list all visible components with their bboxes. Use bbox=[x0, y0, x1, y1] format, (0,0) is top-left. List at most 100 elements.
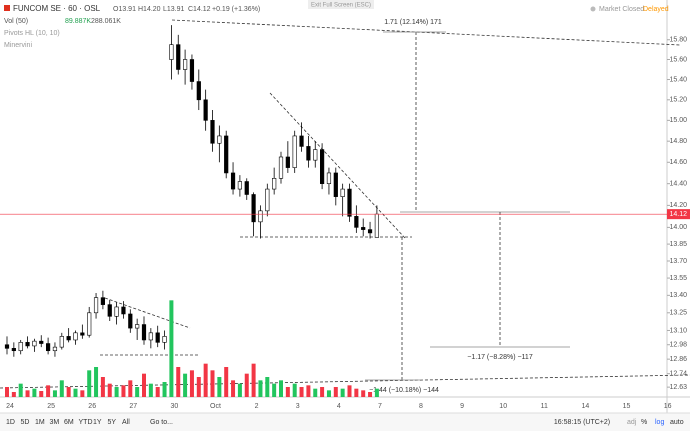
candle-body bbox=[128, 313, 133, 329]
volume-bar bbox=[135, 387, 140, 397]
volume-bar bbox=[313, 388, 318, 397]
x-tick-label: 24 bbox=[6, 403, 14, 410]
change-label: +0.19 (+1.36%) bbox=[212, 6, 260, 13]
range-button[interactable]: 3M bbox=[50, 419, 60, 426]
exit-button[interactable] bbox=[308, 0, 374, 9]
y-tick-label: 15.60 bbox=[669, 56, 687, 63]
volume-bar bbox=[155, 387, 160, 397]
adj-button[interactable]: adj bbox=[627, 419, 637, 426]
volume-bar bbox=[251, 363, 256, 397]
candle-body bbox=[183, 59, 188, 70]
range-button[interactable]: 5D bbox=[21, 419, 30, 426]
status-dot bbox=[590, 6, 596, 12]
y-tick-label: 14.60 bbox=[669, 159, 687, 166]
candle-body bbox=[25, 342, 30, 347]
indicator-label: Minervini bbox=[4, 42, 32, 49]
candle-body bbox=[100, 297, 105, 305]
candle-body bbox=[210, 120, 215, 144]
x-tick-label: 2 bbox=[255, 403, 259, 410]
volume-bar bbox=[231, 380, 236, 397]
y-tick-label: 12.98 bbox=[669, 342, 687, 349]
scale-button[interactable]: % bbox=[641, 419, 647, 426]
volume-bar bbox=[272, 383, 277, 397]
candle-body bbox=[299, 135, 304, 147]
candle-body bbox=[354, 216, 359, 228]
y-tick-label: 13.85 bbox=[669, 241, 687, 248]
candle-body bbox=[80, 332, 85, 336]
volume-bar bbox=[189, 370, 194, 397]
range-button[interactable]: All bbox=[122, 419, 130, 426]
volume-bar bbox=[347, 385, 352, 397]
range-button[interactable]: 1Y bbox=[93, 419, 102, 426]
volume-bar bbox=[73, 388, 78, 397]
candle-body bbox=[278, 156, 284, 179]
volume-bar bbox=[326, 390, 331, 397]
candle-body bbox=[4, 344, 10, 349]
candle-body bbox=[285, 156, 290, 168]
volume-bar bbox=[87, 370, 92, 397]
range-button[interactable]: YTD bbox=[79, 419, 93, 426]
volume-bar bbox=[265, 377, 270, 397]
volume-bar bbox=[224, 367, 229, 397]
trend-line bbox=[104, 297, 191, 329]
range-button[interactable]: 1M bbox=[35, 419, 45, 426]
volume-bar bbox=[258, 380, 263, 397]
indicator-label: Pivots HL (10, 10) bbox=[4, 30, 60, 37]
x-tick-label: 7 bbox=[378, 403, 382, 410]
candle-body bbox=[203, 99, 208, 121]
market-status: Market Closed bbox=[599, 6, 644, 13]
candle-body bbox=[135, 324, 140, 329]
candle-body bbox=[333, 172, 338, 197]
candle-body bbox=[176, 44, 181, 70]
candle-body bbox=[251, 194, 256, 223]
candle-body bbox=[196, 81, 201, 101]
x-tick-label: 14 bbox=[582, 403, 590, 410]
range-button[interactable]: 6M bbox=[64, 419, 74, 426]
volume-bar bbox=[299, 387, 304, 397]
y-tick-label: 15.80 bbox=[669, 37, 687, 44]
volume-bar bbox=[217, 377, 222, 397]
clock: 16:58:15 (UTC+2) bbox=[554, 419, 610, 426]
price-label-bg bbox=[667, 209, 690, 220]
x-tick-label: 10 bbox=[499, 403, 507, 410]
scale-button[interactable]: auto bbox=[670, 419, 684, 426]
range-button[interactable]: 1D bbox=[6, 419, 15, 426]
candle-body bbox=[265, 188, 270, 212]
volume-bar bbox=[32, 388, 37, 397]
exit-label[interactable]: Exit Full Screen (ESC) bbox=[311, 3, 371, 9]
volume-bar bbox=[285, 387, 290, 397]
volume-bar bbox=[18, 383, 23, 397]
candle-body bbox=[148, 332, 153, 341]
candle-body bbox=[313, 149, 318, 161]
volume-bar bbox=[210, 370, 215, 397]
volume-bar bbox=[320, 387, 325, 397]
volume-bar bbox=[196, 377, 201, 397]
goto-button[interactable]: Go to... bbox=[150, 419, 173, 426]
y-tick-label: 13.25 bbox=[669, 310, 687, 317]
scale-button[interactable]: log bbox=[655, 419, 664, 426]
volume-bar bbox=[333, 387, 338, 397]
range-button[interactable]: 5Y bbox=[108, 419, 117, 426]
candle-body bbox=[66, 336, 71, 341]
volume-bar bbox=[94, 367, 99, 397]
candle-body bbox=[292, 135, 297, 168]
price-label: 14.12 bbox=[669, 211, 687, 218]
candle-body bbox=[367, 229, 373, 234]
volume-bar bbox=[361, 390, 366, 397]
candle-body bbox=[169, 44, 174, 60]
y-tick-label: 14.00 bbox=[669, 224, 687, 231]
volume-bar bbox=[46, 385, 51, 397]
y-tick-label: 13.55 bbox=[669, 275, 687, 282]
x-tick-label: 9 bbox=[460, 403, 464, 410]
candle-body bbox=[39, 340, 44, 344]
candle-body bbox=[93, 297, 99, 314]
trend-line bbox=[0, 374, 690, 389]
candle-body bbox=[18, 342, 23, 352]
candle-body bbox=[87, 312, 92, 336]
symbol-title: FUNCOM SE · 60 · OSL bbox=[13, 4, 101, 13]
candle-body bbox=[45, 343, 51, 352]
ohlc-label: C14.12 bbox=[188, 6, 211, 13]
candle-body bbox=[114, 306, 119, 317]
candle-body bbox=[319, 149, 325, 184]
